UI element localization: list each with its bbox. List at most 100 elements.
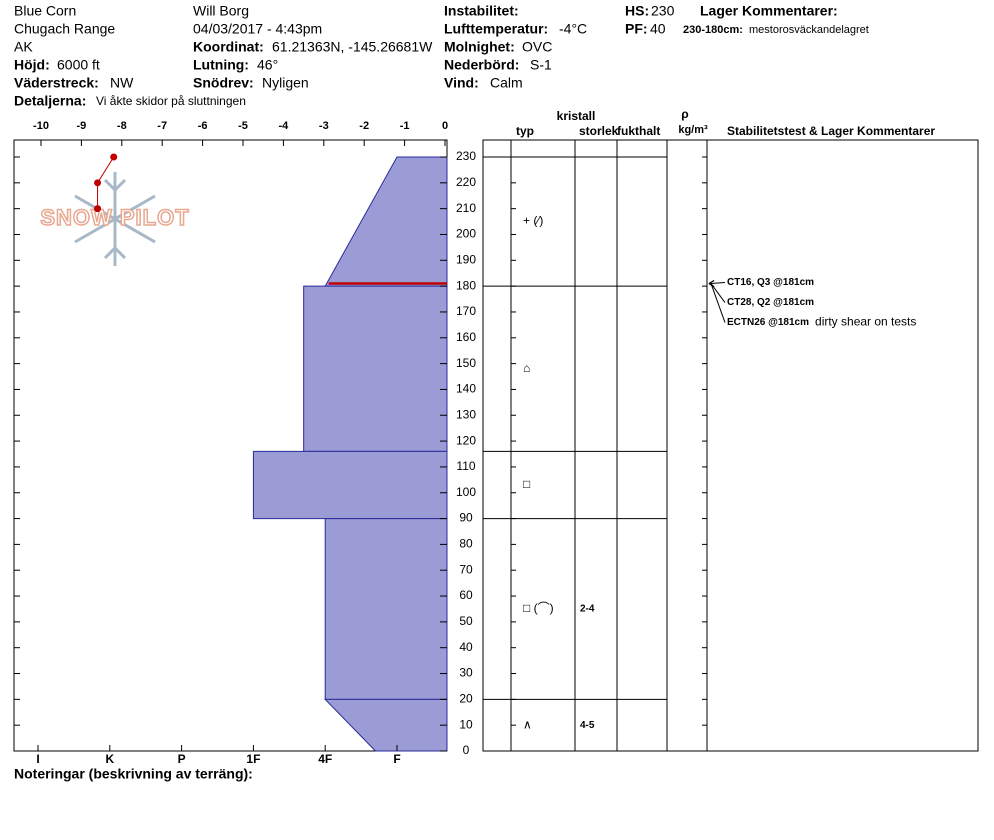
temp-label: -5 — [238, 120, 248, 132]
depth-label: 10 — [459, 717, 473, 731]
depth-label: 50 — [459, 614, 473, 628]
depth-label: 90 — [459, 511, 473, 525]
depth-label: 180 — [456, 278, 476, 292]
hardness-layer — [324, 518, 448, 700]
hardness-layer — [252, 450, 448, 520]
depth-label: 230 — [456, 149, 476, 163]
elevation: 6000 ft — [57, 57, 100, 73]
moisture-header: fukthalt — [617, 124, 660, 138]
details-label: Detaljerna: — [14, 93, 86, 109]
aspect: NW — [110, 75, 134, 91]
datetime: 04/03/2017 - 4:43pm — [193, 21, 322, 37]
wind-loading-label: Snödrev: — [193, 75, 254, 91]
depth-label: 20 — [459, 692, 473, 706]
precip-label: Nederbörd: — [444, 57, 519, 73]
comment-range: 230-180cm: — [683, 24, 743, 36]
hardness-label: I — [36, 752, 39, 766]
density-unit: kg/m³ — [678, 124, 708, 136]
depth-label: 170 — [456, 304, 476, 318]
depth-label: 140 — [456, 382, 476, 396]
header: Blue Corn Chugach Range AK Höjd: 6000 ft… — [14, 3, 869, 109]
depth-label: 80 — [459, 537, 473, 551]
state: AK — [14, 39, 33, 55]
slope-label: Lutning: — [193, 57, 249, 73]
logo — [74, 172, 156, 266]
notes-label: Noteringar (beskrivning av terräng): — [14, 766, 253, 782]
depth-label: 110 — [456, 459, 475, 473]
hardness-layer — [324, 698, 448, 752]
test-label: ECTN26 @181cm — [727, 317, 809, 328]
wind-label: Vind: — [444, 75, 479, 91]
logo-text: SNOW PILOT — [40, 205, 189, 230]
depth-label: 30 — [459, 666, 473, 680]
temp-label: -8 — [117, 120, 127, 132]
details: Vi åkte skidor på sluttningen — [96, 94, 246, 108]
hardness-label: 4F — [318, 752, 332, 766]
grain-type: + (⁄) — [523, 214, 543, 228]
grain-type: □ — [523, 477, 530, 491]
aspect-label: Väderstreck: — [14, 75, 99, 91]
hs: 230 — [651, 3, 675, 19]
depth-label: 210 — [456, 201, 476, 215]
temperature-point — [94, 179, 102, 187]
table-frame — [482, 139, 979, 752]
depth-label: 70 — [459, 562, 473, 576]
test-arrow — [710, 282, 726, 285]
temp-label: 0 — [442, 120, 448, 132]
range: Chugach Range — [14, 21, 115, 37]
coord: 61.21363N, -145.26681W — [272, 39, 433, 55]
wind-loading: Nyligen — [262, 75, 309, 91]
test-arrow — [710, 283, 726, 323]
depth-label: 100 — [456, 485, 476, 499]
temp-label: -7 — [157, 120, 167, 132]
instability-label: Instabilitet: — [444, 3, 519, 19]
comment: mestorosväckandelagret — [749, 24, 869, 36]
temp-label: -4 — [279, 120, 290, 132]
logo-flake — [103, 245, 127, 260]
slope: 46° — [257, 57, 278, 73]
observer: Will Borg — [193, 3, 249, 19]
temp-label: -10 — [33, 120, 49, 132]
precip: S-1 — [530, 57, 552, 73]
grain-type: ∧ — [523, 717, 532, 731]
pf: 40 — [650, 21, 666, 37]
temp-label: -9 — [77, 120, 87, 132]
hardness-layer — [324, 156, 448, 287]
grain-size: 2-4 — [580, 604, 595, 615]
location: Blue Corn — [14, 3, 76, 19]
table-header: kristall typ storlek fukthalt ρ kg/m³ St… — [516, 107, 935, 138]
depth-label: 220 — [456, 175, 476, 189]
elevation-label: Höjd: — [14, 57, 50, 73]
test-arrow-head — [708, 280, 715, 284]
type-header: typ — [516, 124, 534, 138]
test-arrow-head — [708, 283, 715, 287]
crystal-header: kristall — [557, 109, 596, 123]
depth-label: 190 — [456, 252, 476, 266]
comments-label: Lager Kommentarer: — [700, 3, 838, 19]
size-header: storlek — [579, 124, 619, 138]
depth-label: 130 — [456, 407, 476, 421]
hardness-label: 1F — [246, 752, 260, 766]
depth-label: 40 — [459, 640, 473, 654]
temperature-point — [94, 205, 102, 213]
hardness-label: F — [393, 752, 400, 766]
pf-label: PF: — [625, 21, 648, 37]
air-temp: -4°C — [559, 21, 587, 37]
grain-type: □ (⌒) — [523, 601, 554, 615]
hardness-layer — [303, 285, 448, 452]
test-label: CT28, Q2 @181cm — [727, 297, 814, 308]
temp-label: -1 — [400, 120, 410, 132]
hs-label: HS: — [625, 3, 649, 19]
logo-flake — [74, 194, 156, 244]
depth-label: 160 — [456, 330, 476, 344]
air-temp-label: Lufttemperatur: — [444, 21, 548, 37]
logo-flake — [103, 178, 127, 193]
comments-header: Stabilitetstest & Lager Kommentarer — [727, 124, 935, 138]
grain-size: 4-5 — [580, 720, 595, 731]
hardness-label: K — [105, 752, 114, 766]
depth-label: 200 — [456, 227, 476, 241]
depth-label: 0 — [463, 743, 470, 757]
density-symbol: ρ — [681, 107, 688, 121]
depth-label: 120 — [456, 433, 476, 447]
